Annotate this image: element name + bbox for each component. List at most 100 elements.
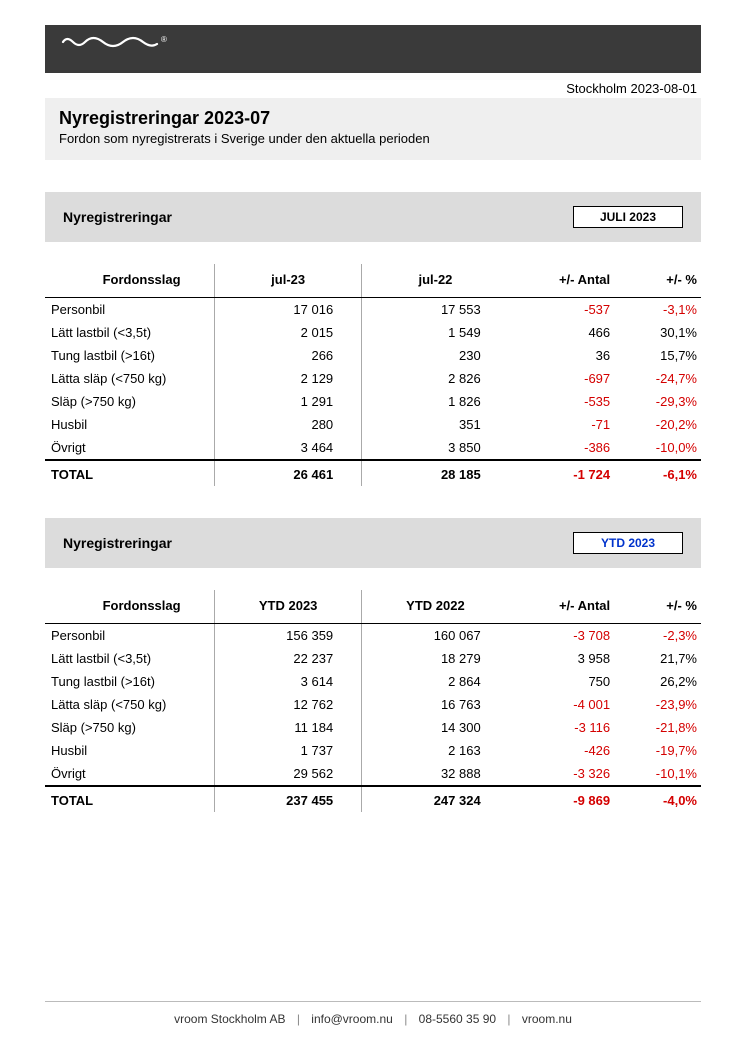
cell: Lätt lastbil (<3,5t) [45, 321, 215, 344]
title-block: Nyregistreringar 2023-07 Fordon som nyre… [45, 98, 701, 160]
table-row: Övrigt29 56232 888-3 326-10,1% [45, 762, 701, 786]
cell: 29 562 [215, 762, 362, 786]
total-row: TOTAL26 46128 185-1 724-6,1% [45, 460, 701, 486]
cell: 15,7% [616, 344, 701, 367]
cell: 2 015 [215, 321, 362, 344]
cell: Övrigt [45, 762, 215, 786]
cell: Personbil [45, 298, 215, 322]
cell: 22 237 [215, 647, 362, 670]
footer-email: info@vroom.nu [311, 1012, 393, 1026]
column-header: YTD 2022 [362, 590, 509, 624]
cell: 1 549 [362, 321, 509, 344]
cell: -3 326 [509, 762, 616, 786]
total-row: TOTAL237 455247 324-9 869-4,0% [45, 786, 701, 812]
cell: Husbil [45, 413, 215, 436]
cell: 1 737 [215, 739, 362, 762]
cell: 32 888 [362, 762, 509, 786]
cell: 17 016 [215, 298, 362, 322]
total-cell: 247 324 [362, 786, 509, 812]
total-cell: -9 869 [509, 786, 616, 812]
column-header: +/- Antal [509, 264, 616, 298]
cell: Lätt lastbil (<3,5t) [45, 647, 215, 670]
table-row: Lätta släp (<750 kg)2 1292 826-697-24,7% [45, 367, 701, 390]
doc-date: Stockholm 2023-08-01 [45, 73, 701, 96]
svg-text:®: ® [161, 35, 167, 44]
cell: -386 [509, 436, 616, 460]
cell: 18 279 [362, 647, 509, 670]
cell: -697 [509, 367, 616, 390]
total-cell: -1 724 [509, 460, 616, 486]
cell: -20,2% [616, 413, 701, 436]
column-header: +/- % [616, 264, 701, 298]
cell: 160 067 [362, 624, 509, 648]
cell: 3 464 [215, 436, 362, 460]
column-header: +/- Antal [509, 590, 616, 624]
table-row: Släp (>750 kg)11 18414 300-3 116-21,8% [45, 716, 701, 739]
cell: 30,1% [616, 321, 701, 344]
total-cell: TOTAL [45, 460, 215, 486]
cell: 3 850 [362, 436, 509, 460]
cell: -71 [509, 413, 616, 436]
cell: -2,3% [616, 624, 701, 648]
column-header: Fordonsslag [45, 590, 215, 624]
cell: 21,7% [616, 647, 701, 670]
cell: Lätta släp (<750 kg) [45, 367, 215, 390]
cell: 266 [215, 344, 362, 367]
footer-web: vroom.nu [522, 1012, 572, 1026]
cell: 16 763 [362, 693, 509, 716]
cell: -23,9% [616, 693, 701, 716]
table-row: Husbil1 7372 163-426-19,7% [45, 739, 701, 762]
total-cell: 28 185 [362, 460, 509, 486]
cell: Tung lastbil (>16t) [45, 670, 215, 693]
table-row: Personbil156 359160 067-3 708-2,3% [45, 624, 701, 648]
cell: Lätta släp (<750 kg) [45, 693, 215, 716]
section-label: Nyregistreringar [63, 535, 172, 551]
cell: 11 184 [215, 716, 362, 739]
cell: 2 826 [362, 367, 509, 390]
cell: 156 359 [215, 624, 362, 648]
cell: 351 [362, 413, 509, 436]
period-badge: JULI 2023 [573, 206, 683, 228]
page-subtitle: Fordon som nyregistrerats i Sverige unde… [59, 131, 687, 146]
cell: 26,2% [616, 670, 701, 693]
total-cell: 237 455 [215, 786, 362, 812]
cell: -21,8% [616, 716, 701, 739]
cell: 1 826 [362, 390, 509, 413]
cell: -3 708 [509, 624, 616, 648]
cell: 280 [215, 413, 362, 436]
cell: 2 129 [215, 367, 362, 390]
period-badge: YTD 2023 [573, 532, 683, 554]
column-header: YTD 2023 [215, 590, 362, 624]
cell: 2 163 [362, 739, 509, 762]
footer: vroom Stockholm AB | info@vroom.nu | 08-… [45, 1001, 701, 1026]
cell: -24,7% [616, 367, 701, 390]
column-header: jul-22 [362, 264, 509, 298]
table-row: Tung lastbil (>16t)3 6142 86475026,2% [45, 670, 701, 693]
column-header: Fordonsslag [45, 264, 215, 298]
table-row: Lätt lastbil (<3,5t)2 0151 54946630,1% [45, 321, 701, 344]
cell: Övrigt [45, 436, 215, 460]
registrations-table: FordonsslagYTD 2023YTD 2022+/- Antal+/- … [45, 590, 701, 812]
cell: -3 116 [509, 716, 616, 739]
cell: Tung lastbil (>16t) [45, 344, 215, 367]
registrations-table: Fordonsslagjul-23jul-22+/- Antal+/- %Per… [45, 264, 701, 486]
cell: 12 762 [215, 693, 362, 716]
cell: Släp (>750 kg) [45, 716, 215, 739]
table-row: Husbil280351-71-20,2% [45, 413, 701, 436]
cell: Husbil [45, 739, 215, 762]
table-row: Personbil17 01617 553-537-3,1% [45, 298, 701, 322]
section-label: Nyregistreringar [63, 209, 172, 225]
cell: -3,1% [616, 298, 701, 322]
logo-bar: ® [45, 25, 701, 73]
total-cell: 26 461 [215, 460, 362, 486]
cell: -29,3% [616, 390, 701, 413]
vroom-logo: ® [59, 32, 179, 66]
column-header: jul-23 [215, 264, 362, 298]
total-cell: -4,0% [616, 786, 701, 812]
total-cell: TOTAL [45, 786, 215, 812]
cell: 230 [362, 344, 509, 367]
footer-phone: 08-5560 35 90 [419, 1012, 496, 1026]
total-cell: -6,1% [616, 460, 701, 486]
cell: 1 291 [215, 390, 362, 413]
section-header: Nyregistreringar JULI 2023 [45, 192, 701, 242]
